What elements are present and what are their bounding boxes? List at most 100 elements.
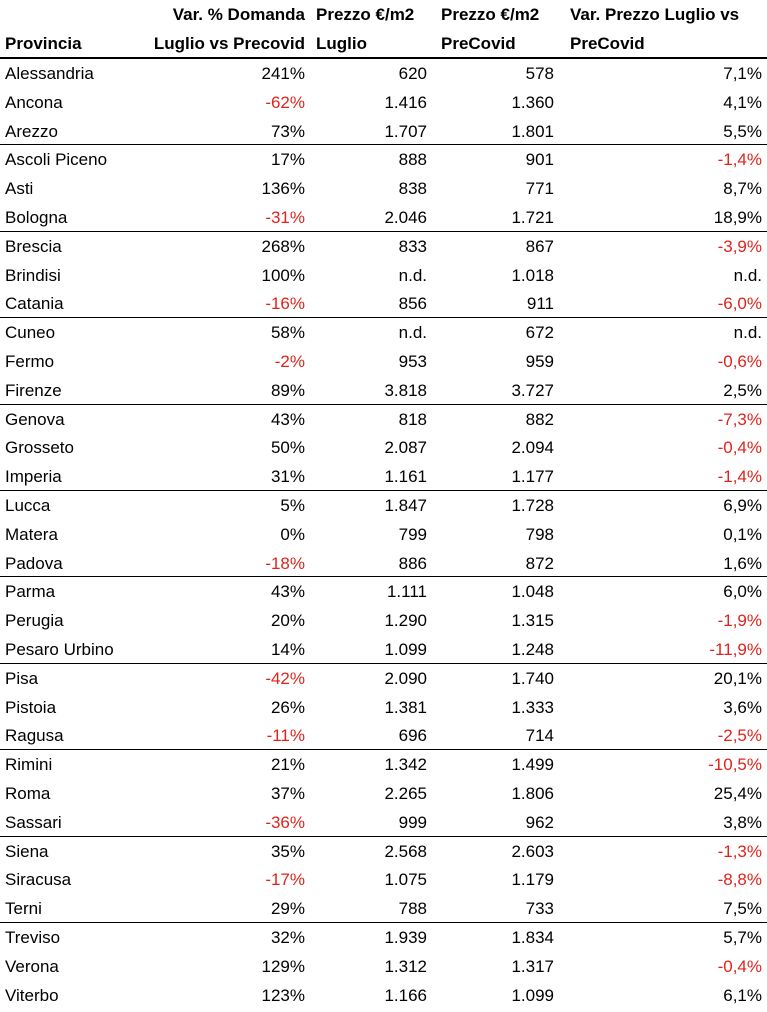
var-prezzo-cell: -6,0% — [717, 294, 762, 314]
prezzo-luglio-cell: 1.939 — [384, 927, 427, 947]
table-row: Pesaro Urbino 14% 1.099 1.248 -11,9% — [0, 635, 767, 664]
prezzo-luglio-cell: 799 — [398, 524, 427, 544]
var-domanda-cell: 14% — [270, 639, 305, 659]
var-prezzo-cell: -0,6% — [717, 351, 762, 371]
provincia-cell: Fermo — [5, 351, 55, 371]
var-domanda-cell: -11% — [266, 726, 305, 746]
table-row: Treviso 32% 1.939 1.834 5,7% — [0, 923, 767, 952]
prezzo-precovid-cell: 1.499 — [511, 755, 554, 775]
var-prezzo-cell: 5,7% — [723, 927, 762, 947]
header-prezzo-luglio-line2: Luglio — [316, 34, 367, 53]
prezzo-precovid-cell: 1.740 — [511, 668, 554, 688]
prezzo-precovid-cell: 2.603 — [511, 841, 554, 861]
var-domanda-cell: 136% — [261, 179, 305, 199]
provincia-cell: Bologna — [5, 207, 68, 227]
prezzo-luglio-cell: 1.707 — [384, 121, 427, 141]
provincia-cell: Roma — [5, 783, 51, 803]
provincia-cell: Viterbo — [5, 985, 59, 1005]
provincia-cell: Cuneo — [5, 323, 56, 343]
var-prezzo-cell: 3,8% — [723, 812, 762, 832]
var-prezzo-cell: 6,1% — [723, 985, 762, 1005]
header-var-prezzo: Var. Prezzo Luglio vs PreCovid — [570, 0, 739, 58]
provincia-cell: Terni — [5, 899, 42, 919]
var-domanda-cell: 5% — [280, 495, 305, 515]
prezzo-luglio-cell: 1.166 — [384, 985, 427, 1005]
prezzo-luglio-cell: 2.265 — [384, 783, 427, 803]
var-prezzo-cell: 6,0% — [723, 582, 762, 602]
header-var-prezzo-line1: Var. Prezzo Luglio vs — [570, 5, 740, 24]
prezzo-precovid-cell: 1.315 — [511, 611, 554, 631]
table-row: Siena 35% 2.568 2.603 -1,3% — [0, 837, 767, 866]
provincia-cell: Brescia — [5, 236, 62, 256]
prezzo-luglio-cell: 838 — [398, 179, 427, 199]
header-prezzo-precovid-line2: PreCovid — [441, 34, 516, 53]
table-row: Roma 37% 2.265 1.806 25,4% — [0, 779, 767, 808]
var-domanda-cell: 17% — [270, 150, 305, 170]
provincia-cell: Verona — [5, 956, 59, 976]
prezzo-precovid-cell: 962 — [525, 812, 554, 832]
var-prezzo-cell: 4,1% — [723, 92, 762, 112]
var-domanda-cell: 58% — [270, 323, 305, 343]
provincia-cell: Alessandria — [5, 64, 94, 83]
var-domanda-cell: -16% — [265, 294, 305, 314]
table-row: Terni 29% 788 733 7,5% — [0, 894, 767, 923]
prezzo-luglio-cell: 1.416 — [384, 92, 427, 112]
provincia-cell: Pesaro Urbino — [5, 639, 114, 659]
header-provincia-label: Provincia — [5, 34, 82, 53]
table-row: Pisa -42% 2.090 1.740 20,1% — [0, 664, 767, 693]
prezzo-precovid-cell: 1.728 — [511, 495, 554, 515]
table-row: Matera 0% 799 798 0,1% — [0, 520, 767, 549]
var-prezzo-cell: 0,1% — [723, 524, 762, 544]
header-var-domanda: Var. % Domanda Luglio vs Precovid — [154, 0, 305, 58]
table-header: Provincia Var. % Domanda Luglio vs Preco… — [0, 0, 767, 59]
provincia-cell: Asti — [5, 179, 34, 199]
prezzo-precovid-cell: 882 — [525, 409, 554, 429]
prezzo-luglio-cell: 1.111 — [386, 582, 427, 602]
prezzo-luglio-cell: 886 — [398, 553, 427, 573]
table-row: Ragusa -11% 696 714 -2,5% — [0, 721, 767, 751]
prezzo-precovid-cell: 1.177 — [511, 467, 554, 487]
provincia-cell: Pisa — [5, 668, 39, 688]
provincia-cell: Siena — [5, 841, 49, 861]
var-prezzo-cell: 7,1% — [723, 64, 762, 83]
header-var-domanda-line1: Var. % Domanda — [172, 5, 305, 24]
prezzo-luglio-cell: 1.290 — [384, 611, 427, 631]
prezzo-luglio-cell: 1.075 — [384, 870, 427, 890]
var-domanda-cell: -36% — [265, 812, 305, 832]
var-domanda-cell: 129% — [261, 956, 305, 976]
var-domanda-cell: 26% — [270, 697, 305, 717]
var-domanda-cell: -18% — [265, 553, 305, 573]
prezzo-luglio-cell: 1.161 — [384, 467, 427, 487]
provincia-cell: Matera — [5, 524, 58, 544]
table-row: Grosseto 50% 2.087 2.094 -0,4% — [0, 433, 767, 462]
table-row: Bologna -31% 2.046 1.721 18,9% — [0, 203, 767, 232]
var-prezzo-cell: n.d. — [733, 323, 762, 343]
table-row: Alessandria 241% 620 578 7,1% — [0, 59, 767, 88]
var-domanda-cell: -62% — [265, 92, 305, 112]
header-provincia: Provincia — [5, 0, 82, 58]
var-domanda-cell: -17% — [265, 870, 305, 890]
prezzo-precovid-cell: 911 — [526, 294, 554, 314]
var-prezzo-cell: -1,9% — [717, 611, 762, 631]
table-row: Cuneo 58% n.d. 672 n.d. — [0, 318, 767, 347]
prezzo-precovid-cell: 867 — [525, 236, 554, 256]
var-prezzo-cell: n.d. — [733, 265, 762, 285]
prezzo-luglio-cell: 1.099 — [384, 639, 427, 659]
prezzo-precovid-cell: 1.018 — [511, 265, 554, 285]
prezzo-luglio-cell: 2.046 — [384, 207, 427, 227]
prezzo-precovid-cell: 1.099 — [511, 985, 554, 1005]
var-prezzo-cell: -2,5% — [717, 726, 762, 746]
table-row: Verona 129% 1.312 1.317 -0,4% — [0, 952, 767, 981]
var-domanda-cell: 21% — [270, 755, 305, 775]
table-row: Fermo -2% 953 959 -0,6% — [0, 347, 767, 376]
header-prezzo-luglio-line1: Prezzo €/m2 — [316, 5, 415, 24]
header-prezzo-luglio: Prezzo €/m2 Luglio — [316, 0, 414, 58]
table-row: Brindisi 100% n.d. 1.018 n.d. — [0, 261, 767, 290]
prezzo-luglio-cell: 1.312 — [384, 956, 427, 976]
prezzo-precovid-cell: 1.048 — [511, 582, 554, 602]
prezzo-luglio-cell: 1.342 — [384, 755, 427, 775]
provincia-cell: Treviso — [5, 927, 61, 947]
var-domanda-cell: 241% — [261, 64, 305, 83]
prezzo-precovid-cell: 578 — [525, 64, 554, 83]
prezzo-luglio-cell: 2.568 — [384, 841, 427, 861]
